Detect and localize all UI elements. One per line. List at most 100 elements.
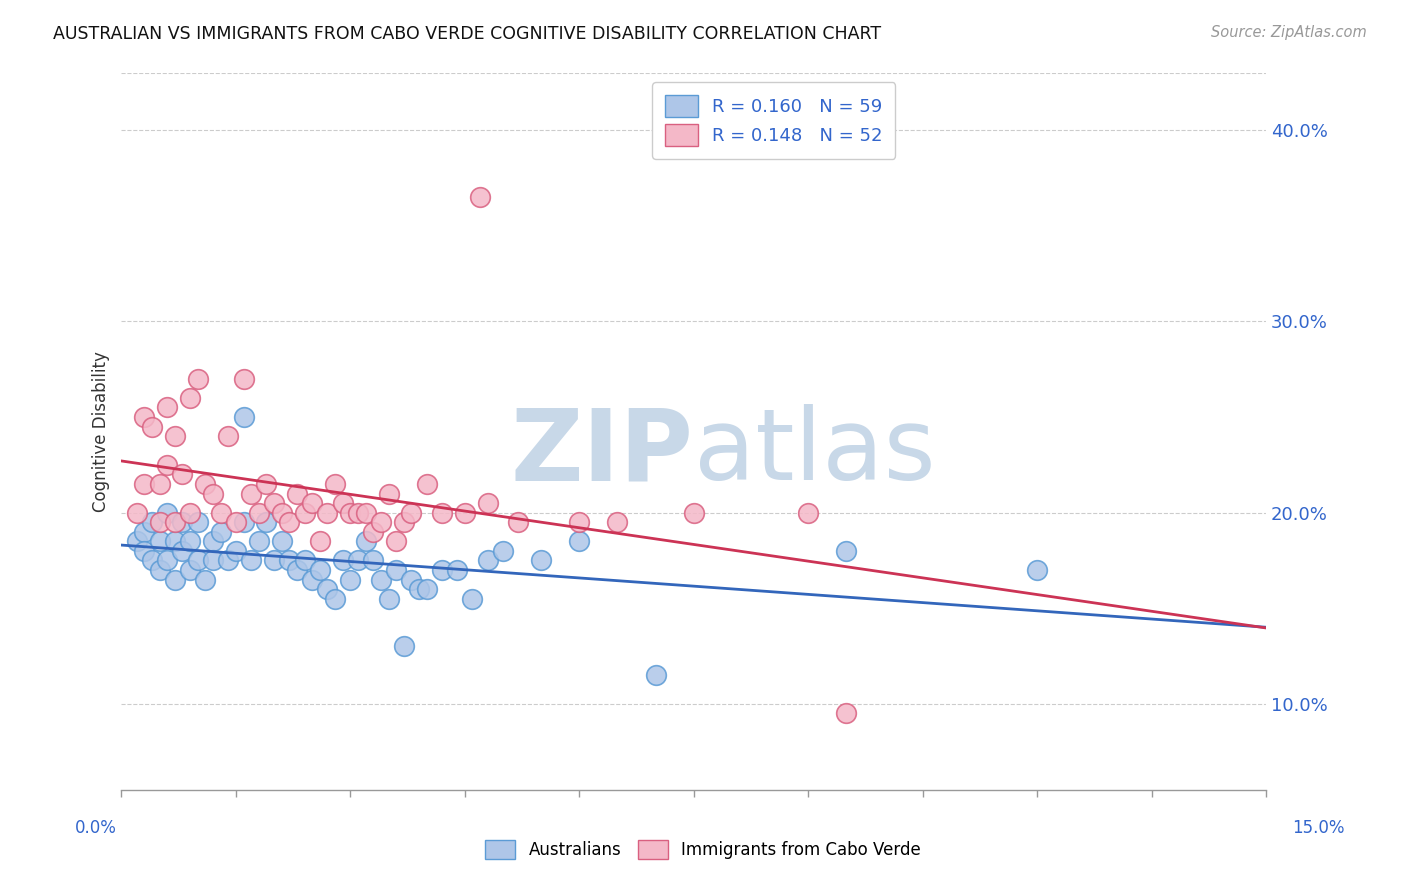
Point <box>430 506 453 520</box>
Point <box>278 515 301 529</box>
Point <box>232 515 254 529</box>
Point <box>187 515 209 529</box>
Point <box>644 668 666 682</box>
Text: Source: ZipAtlas.com: Source: ZipAtlas.com <box>1211 25 1367 40</box>
Point <box>361 553 384 567</box>
Point <box>263 553 285 567</box>
Point <box>385 563 408 577</box>
Point <box>134 544 156 558</box>
Point <box>401 506 423 520</box>
Point <box>179 391 201 405</box>
Point <box>316 506 339 520</box>
Point <box>835 544 858 558</box>
Point <box>492 544 515 558</box>
Point <box>294 553 316 567</box>
Point <box>163 573 186 587</box>
Point <box>187 553 209 567</box>
Point <box>568 534 591 549</box>
Point <box>194 573 217 587</box>
Point <box>370 515 392 529</box>
Point <box>530 553 553 567</box>
Point <box>172 515 194 529</box>
Point <box>339 506 361 520</box>
Point <box>477 553 499 567</box>
Point <box>209 524 232 539</box>
Point <box>316 582 339 596</box>
Point <box>254 477 277 491</box>
Point <box>134 524 156 539</box>
Point <box>163 534 186 549</box>
Text: AUSTRALIAN VS IMMIGRANTS FROM CABO VERDE COGNITIVE DISABILITY CORRELATION CHART: AUSTRALIAN VS IMMIGRANTS FROM CABO VERDE… <box>53 25 882 43</box>
Point <box>247 534 270 549</box>
Text: ZIP: ZIP <box>510 404 693 501</box>
Point <box>354 506 377 520</box>
Point <box>347 506 370 520</box>
Point <box>254 515 277 529</box>
Point <box>217 553 239 567</box>
Point <box>308 563 330 577</box>
Text: 0.0%: 0.0% <box>75 819 117 837</box>
Point <box>172 544 194 558</box>
Point <box>263 496 285 510</box>
Point <box>285 486 308 500</box>
Point <box>187 372 209 386</box>
Point <box>156 401 179 415</box>
Point <box>232 410 254 425</box>
Point <box>125 534 148 549</box>
Point <box>240 486 263 500</box>
Point <box>134 410 156 425</box>
Point <box>377 591 399 606</box>
Point <box>301 496 323 510</box>
Point <box>361 524 384 539</box>
Point <box>401 573 423 587</box>
Point <box>323 477 346 491</box>
Point <box>508 515 530 529</box>
Point <box>141 553 163 567</box>
Point <box>454 506 477 520</box>
Point <box>285 563 308 577</box>
Point <box>172 467 194 482</box>
Point <box>477 496 499 510</box>
Point <box>240 553 263 567</box>
Point <box>179 563 201 577</box>
Point <box>301 573 323 587</box>
Point <box>415 477 437 491</box>
Point <box>156 553 179 567</box>
Point <box>149 477 172 491</box>
Point <box>209 506 232 520</box>
Y-axis label: Cognitive Disability: Cognitive Disability <box>93 351 110 512</box>
Point <box>163 515 186 529</box>
Point <box>149 563 172 577</box>
Point <box>125 506 148 520</box>
Point <box>156 506 179 520</box>
Point <box>377 486 399 500</box>
Point <box>141 515 163 529</box>
Point <box>835 706 858 721</box>
Point <box>370 573 392 587</box>
Point <box>270 534 292 549</box>
Point <box>278 553 301 567</box>
Point <box>232 372 254 386</box>
Point <box>392 640 415 654</box>
Point <box>217 429 239 443</box>
Point <box>347 553 370 567</box>
Point <box>332 496 354 510</box>
Point <box>156 458 179 472</box>
Point <box>408 582 430 596</box>
Point <box>270 506 292 520</box>
Point <box>149 515 172 529</box>
Point <box>468 190 491 204</box>
Point <box>339 573 361 587</box>
Point <box>225 544 247 558</box>
Point <box>332 553 354 567</box>
Point <box>797 506 820 520</box>
Point <box>201 553 224 567</box>
Point <box>201 486 224 500</box>
Point <box>308 534 330 549</box>
Point <box>1026 563 1049 577</box>
Point <box>294 506 316 520</box>
Point <box>149 534 172 549</box>
Point <box>163 429 186 443</box>
Point <box>134 477 156 491</box>
Legend: R = 0.160   N = 59, R = 0.148   N = 52: R = 0.160 N = 59, R = 0.148 N = 52 <box>652 82 896 159</box>
